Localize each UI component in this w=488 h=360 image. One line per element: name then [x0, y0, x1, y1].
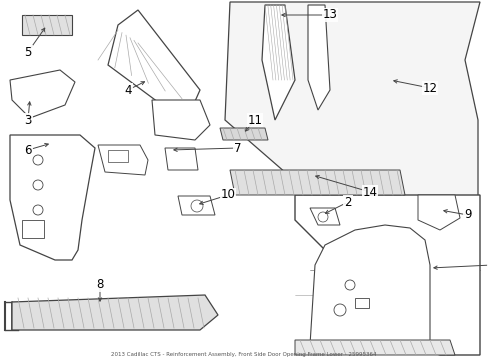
Text: 8: 8 [96, 279, 103, 292]
Polygon shape [224, 2, 479, 220]
Polygon shape [12, 295, 218, 330]
Polygon shape [294, 340, 454, 355]
Text: 5: 5 [24, 45, 32, 58]
Text: 2: 2 [344, 195, 351, 208]
Polygon shape [309, 225, 429, 345]
Text: 4: 4 [124, 84, 131, 96]
Text: 2013 Cadillac CTS - Reinforcement Assembly, Front Side Door Opening Frame Lower : 2013 Cadillac CTS - Reinforcement Assemb… [111, 352, 376, 357]
Polygon shape [262, 5, 294, 120]
Circle shape [317, 212, 327, 222]
Polygon shape [164, 148, 198, 170]
Text: 13: 13 [322, 9, 337, 22]
Circle shape [33, 227, 43, 237]
Text: 6: 6 [24, 144, 32, 157]
Bar [354, 298, 368, 308]
Text: 3: 3 [24, 113, 32, 126]
Circle shape [33, 155, 43, 165]
Circle shape [33, 180, 43, 190]
Bar [22, 220, 44, 238]
Polygon shape [309, 208, 339, 225]
Polygon shape [22, 15, 72, 35]
Text: 10: 10 [220, 189, 235, 202]
Polygon shape [10, 135, 95, 260]
Polygon shape [178, 196, 215, 215]
Text: 1: 1 [487, 258, 488, 271]
Text: 11: 11 [247, 113, 262, 126]
Polygon shape [417, 195, 459, 230]
Circle shape [333, 304, 346, 316]
Polygon shape [108, 10, 200, 108]
Polygon shape [152, 100, 209, 140]
Circle shape [345, 280, 354, 290]
Polygon shape [229, 170, 404, 195]
Polygon shape [294, 195, 479, 355]
Bar [108, 150, 128, 162]
Circle shape [191, 200, 203, 212]
Polygon shape [307, 5, 329, 110]
Text: 9: 9 [463, 208, 471, 221]
Polygon shape [10, 70, 75, 118]
Text: 12: 12 [422, 81, 437, 94]
Circle shape [33, 205, 43, 215]
Polygon shape [220, 128, 267, 140]
Polygon shape [98, 145, 148, 175]
Text: 14: 14 [362, 185, 377, 198]
Text: 7: 7 [234, 141, 241, 154]
